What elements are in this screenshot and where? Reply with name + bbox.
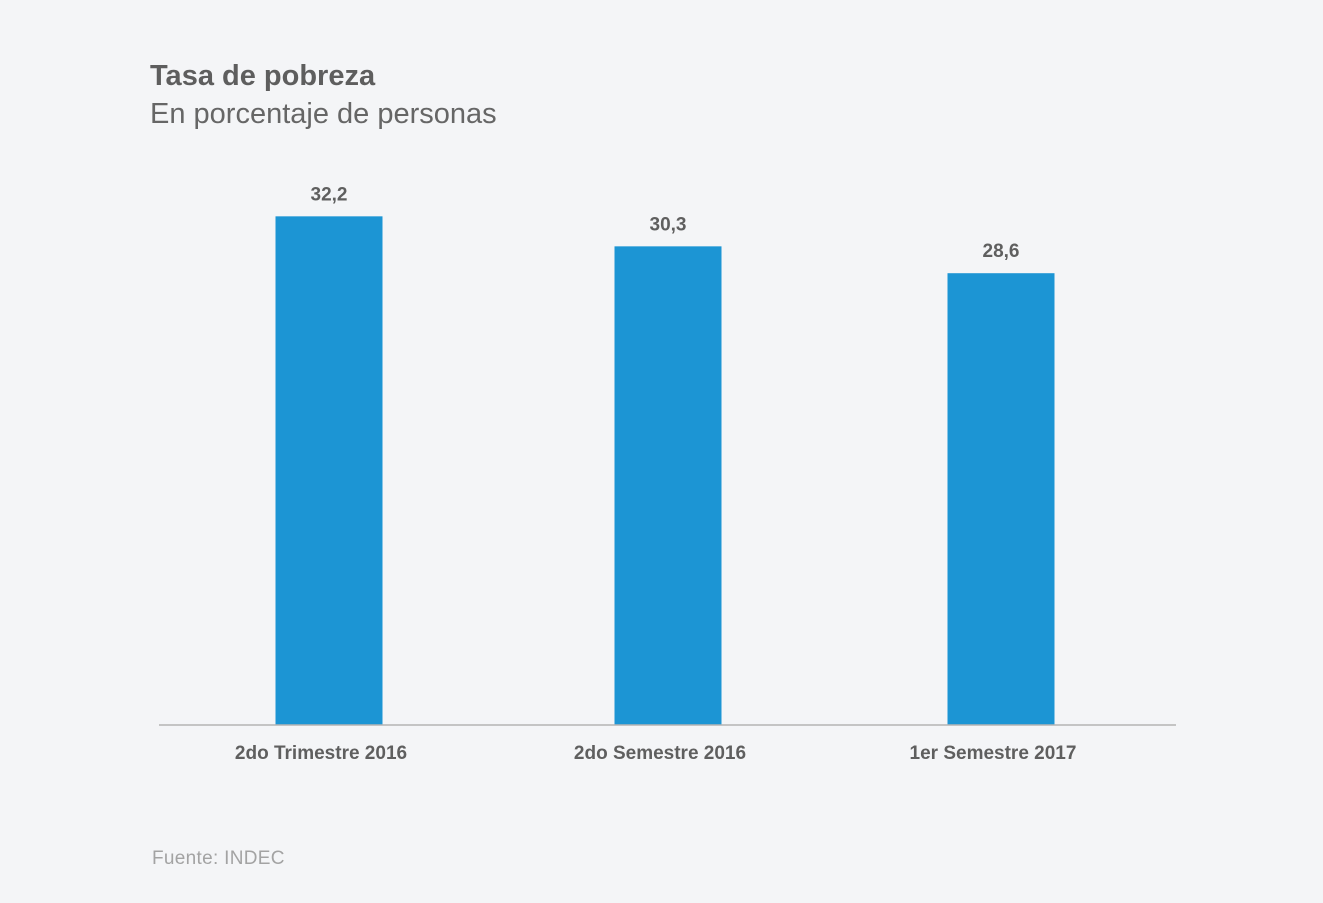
bar-3 [947,273,1055,725]
value-label-2: 30,3 [650,214,687,235]
chart-subtitle: En porcentaje de personas [150,98,497,130]
bars-group [275,216,1055,726]
source-note: Fuente: INDEC [152,848,285,869]
category-label-2: 2do Semestre 2016 [574,743,746,764]
bar-2 [614,246,722,725]
bar-1 [275,216,383,726]
value-labels-group: 32,2 30,3 28,6 [311,184,1020,262]
category-label-1: 2do Trimestre 2016 [235,743,407,764]
category-labels-group: 2do Trimestre 2016 2do Semestre 2016 1er S… [235,743,1077,764]
chart-title: Tasa de pobreza [150,60,376,92]
category-label-3: 1er Semestre 2017 [910,743,1077,764]
value-label-3: 28,6 [983,241,1020,262]
value-label-1: 32,2 [311,184,348,205]
